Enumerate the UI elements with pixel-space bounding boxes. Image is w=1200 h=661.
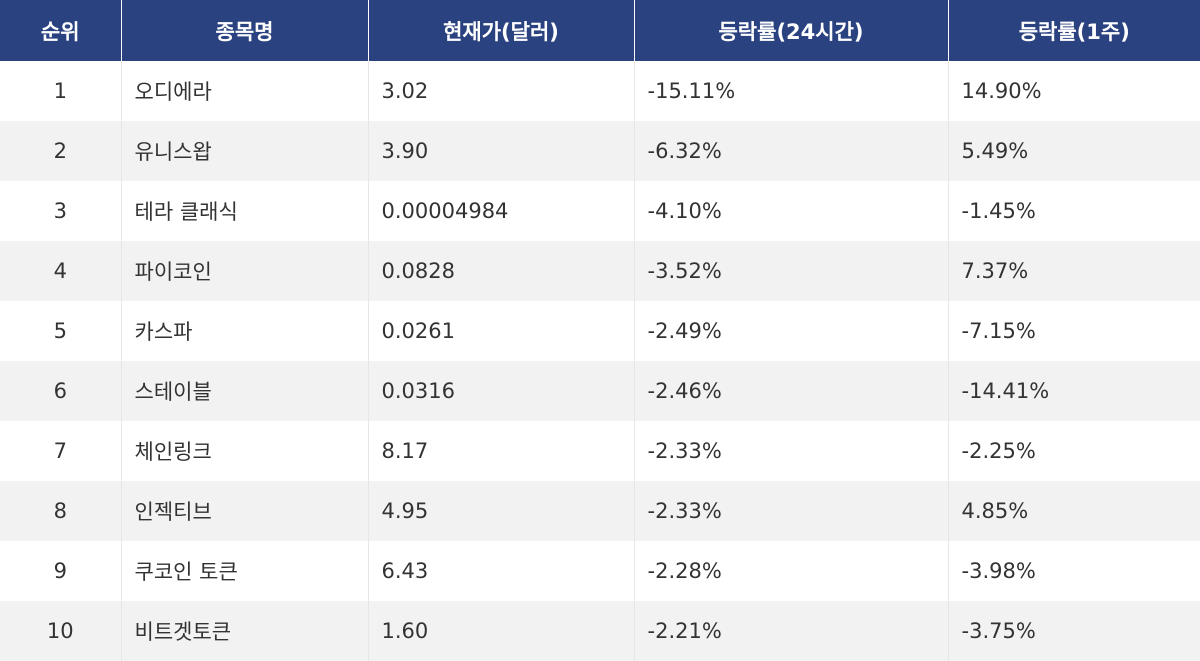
cell-name: 인젝티브 xyxy=(121,481,369,541)
cell-change-1w: 7.37% xyxy=(961,259,1029,283)
cell-change-24h: -4.10% xyxy=(634,181,949,241)
header-change-24h: 등락률(24시간) xyxy=(634,0,949,61)
cell-name: 유니스왑 xyxy=(121,121,369,181)
cell-change-24h: -3.52% xyxy=(634,241,949,301)
cell-price: 1.60 xyxy=(368,601,635,661)
table-row: 9 쿠코인 토큰 6.43 -2.28% -3.98% xyxy=(0,541,1200,601)
cell-name: 테라 클래식 xyxy=(121,181,369,241)
cell-rank: 9 xyxy=(0,541,122,601)
cell-name: 체인링크 xyxy=(121,421,369,481)
cell-change-1w: -3.75% xyxy=(961,619,1036,643)
cell-change-1w: -7.15% xyxy=(961,319,1036,343)
cell-name: 쿠코인 토큰 xyxy=(121,541,369,601)
cell-change-1w: -1.45% xyxy=(961,199,1036,223)
cell-change-1w: 5.49% xyxy=(961,139,1029,163)
cell-change-1w: 4.85% xyxy=(961,499,1029,523)
cell-change-24h: -2.46% xyxy=(634,361,949,421)
cell-change-24h: -2.28% xyxy=(634,541,949,601)
cell-rank: 10 xyxy=(0,601,122,661)
table-row: 2 유니스왑 3.90 -6.32% 5.49% xyxy=(0,121,1200,181)
cell-name: 비트겟토큰 xyxy=(121,601,369,661)
header-rank: 순위 xyxy=(0,0,122,61)
cell-rank: 6 xyxy=(0,361,122,421)
table-header: 순위 종목명 현재가(달러) 등락률(24시간) 등락률(1주) xyxy=(0,0,1200,61)
header-name: 종목명 xyxy=(121,0,369,61)
cell-change-24h: -2.49% xyxy=(634,301,949,361)
cell-change-24h: -6.32% xyxy=(634,121,949,181)
cell-rank: 4 xyxy=(0,241,122,301)
table-row: 1 오디에라 3.02 -15.11% 14.90% xyxy=(0,61,1200,121)
cell-change-1w: -3.98% xyxy=(961,559,1036,583)
cell-price: 3.90 xyxy=(368,121,635,181)
cell-rank: 1 xyxy=(0,61,122,121)
cell-name: 파이코인 xyxy=(121,241,369,301)
cell-price: 3.02 xyxy=(368,61,635,121)
cell-rank: 5 xyxy=(0,301,122,361)
table-row: 5 카스파 0.0261 -2.49% -7.15% xyxy=(0,301,1200,361)
cell-price: 6.43 xyxy=(368,541,635,601)
header-row: 순위 종목명 현재가(달러) 등락률(24시간) 등락률(1주) xyxy=(0,0,1200,61)
cell-change-1w: -14.41% xyxy=(961,379,1050,403)
cell-price: 4.95 xyxy=(368,481,635,541)
cell-change-24h: -15.11% xyxy=(634,61,949,121)
table-row: 3 테라 클래식 0.00004984 -4.10% -1.45% xyxy=(0,181,1200,241)
cell-change-1w: 14.90% xyxy=(961,79,1042,103)
header-price: 현재가(달러) xyxy=(368,0,635,61)
cell-name: 스테이블 xyxy=(121,361,369,421)
cell-name: 카스파 xyxy=(121,301,369,361)
cell-price: 0.00004984 xyxy=(368,181,635,241)
table-row: 10 비트겟토큰 1.60 -2.21% -3.75% xyxy=(0,601,1200,661)
cell-price: 8.17 xyxy=(368,421,635,481)
cell-change-1w: -2.25% xyxy=(961,439,1036,463)
cell-rank: 2 xyxy=(0,121,122,181)
header-change-1w: 등락률(1주) xyxy=(1018,19,1130,44)
cell-change-24h: -2.33% xyxy=(634,481,949,541)
cell-price: 0.0261 xyxy=(368,301,635,361)
cell-change-24h: -2.33% xyxy=(634,421,949,481)
table-body: 1 오디에라 3.02 -15.11% 14.90% 2 유니스왑 3.90 -… xyxy=(0,61,1200,661)
cell-price: 0.0316 xyxy=(368,361,635,421)
cell-rank: 7 xyxy=(0,421,122,481)
table-row: 6 스테이블 0.0316 -2.46% -14.41% xyxy=(0,361,1200,421)
cell-price: 0.0828 xyxy=(368,241,635,301)
cell-change-24h: -2.21% xyxy=(634,601,949,661)
cell-rank: 3 xyxy=(0,181,122,241)
table-row: 8 인젝티브 4.95 -2.33% 4.85% xyxy=(0,481,1200,541)
cell-rank: 8 xyxy=(0,481,122,541)
table-row: 7 체인링크 8.17 -2.33% -2.25% xyxy=(0,421,1200,481)
table-row: 4 파이코인 0.0828 -3.52% 7.37% xyxy=(0,241,1200,301)
cell-name: 오디에라 xyxy=(121,61,369,121)
